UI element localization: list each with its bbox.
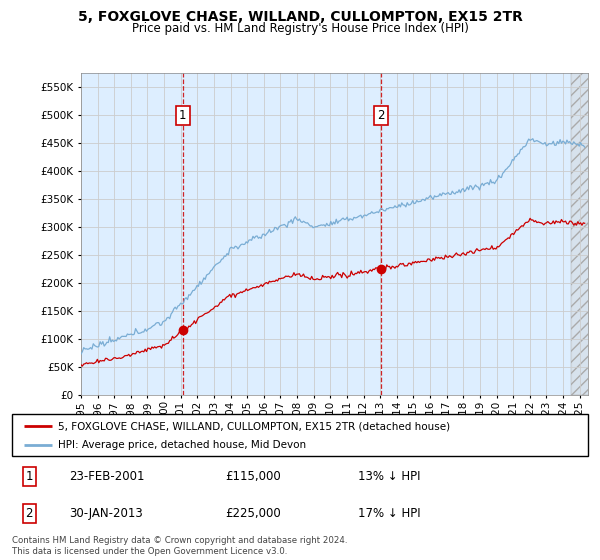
Text: 30-JAN-2013: 30-JAN-2013 xyxy=(70,507,143,520)
Text: 2: 2 xyxy=(377,109,385,123)
Text: £225,000: £225,000 xyxy=(225,507,281,520)
Text: 17% ↓ HPI: 17% ↓ HPI xyxy=(358,507,420,520)
Bar xyxy=(183,73,381,395)
Text: Price paid vs. HM Land Registry's House Price Index (HPI): Price paid vs. HM Land Registry's House … xyxy=(131,22,469,35)
Text: 2: 2 xyxy=(26,507,33,520)
Text: 23-FEB-2001: 23-FEB-2001 xyxy=(70,470,145,483)
Text: Contains HM Land Registry data © Crown copyright and database right 2024.
This d: Contains HM Land Registry data © Crown c… xyxy=(12,536,347,556)
Text: 13% ↓ HPI: 13% ↓ HPI xyxy=(358,470,420,483)
Text: 1: 1 xyxy=(179,109,187,123)
Text: 1: 1 xyxy=(26,470,33,483)
Text: 5, FOXGLOVE CHASE, WILLAND, CULLOMPTON, EX15 2TR: 5, FOXGLOVE CHASE, WILLAND, CULLOMPTON, … xyxy=(77,10,523,24)
Text: 5, FOXGLOVE CHASE, WILLAND, CULLOMPTON, EX15 2TR (detached house): 5, FOXGLOVE CHASE, WILLAND, CULLOMPTON, … xyxy=(58,421,450,431)
FancyBboxPatch shape xyxy=(12,414,588,456)
Text: HPI: Average price, detached house, Mid Devon: HPI: Average price, detached house, Mid … xyxy=(58,440,306,450)
Text: £115,000: £115,000 xyxy=(225,470,281,483)
